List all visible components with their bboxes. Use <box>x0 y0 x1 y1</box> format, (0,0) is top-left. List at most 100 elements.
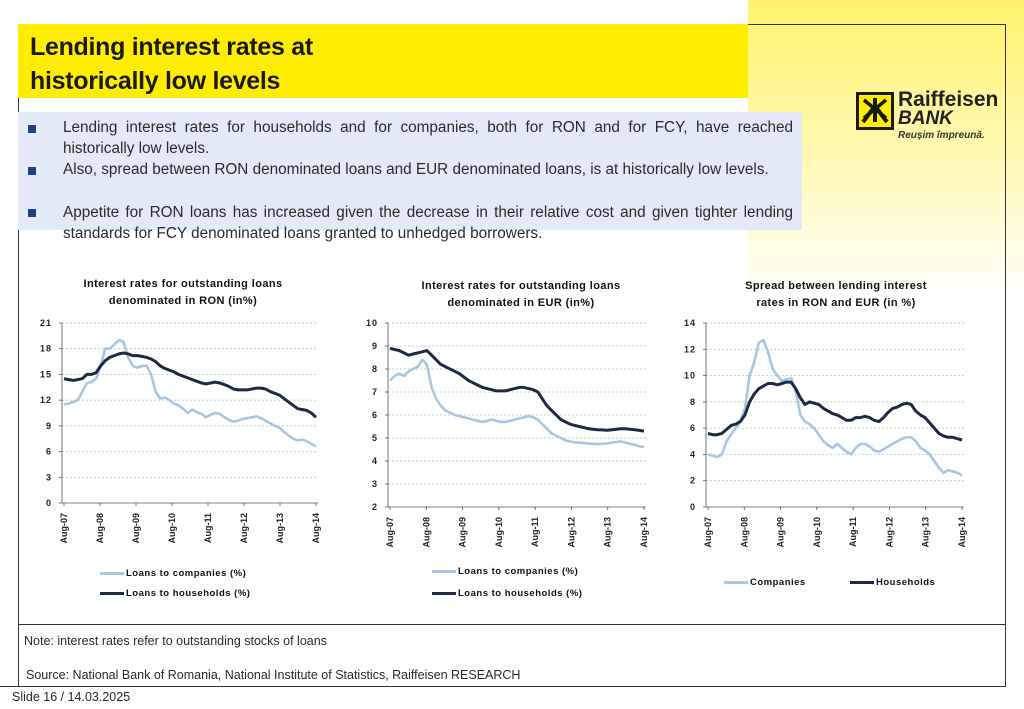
chart1-ytick-label: 6 <box>46 447 52 457</box>
title-line-2: historically low levels <box>30 67 281 95</box>
chart2-xtick-label: Aug-08 <box>421 517 431 548</box>
chart2-ytick-label: 7 <box>372 387 378 397</box>
chart3-ytick-label: 14 <box>684 318 696 328</box>
chart2-xtick-label: Aug-10 <box>494 517 504 548</box>
chart3-ytick-label: 2 <box>690 476 696 486</box>
chart3-legend-companies-label: Companies <box>750 577 806 588</box>
chart2-series-households <box>389 346 645 433</box>
chart2-legend-companies-swatch <box>432 569 456 573</box>
chart1-legend-households-label: Loans to households (%) <box>126 588 251 599</box>
page-title: Lending interest rates at historically l… <box>30 30 313 98</box>
note-text: Note: interest rates refer to outstandin… <box>24 634 327 648</box>
chart3-legend-companies-swatch <box>724 580 748 584</box>
chart1-ytick-label: 3 <box>46 472 52 482</box>
chart3-xtick-label: Aug-11 <box>848 517 858 547</box>
chart2-legend-companies: Loans to companies (%) <box>432 566 578 577</box>
logo-slogan: Reușim împreună. <box>898 130 985 141</box>
chart3-legend-companies: Companies <box>724 577 806 588</box>
chart3-xtick-label: Aug-14 <box>957 517 967 548</box>
bullet-marker-3 <box>28 209 36 217</box>
chart2-legend-households-swatch <box>432 591 456 595</box>
chart1-legend-companies: Loans to companies (%) <box>100 568 246 579</box>
chart1-title-line1: Interest rates for outstanding loans <box>83 278 283 290</box>
bullets-box <box>18 112 802 230</box>
chart2-xtick-label: Aug-14 <box>639 517 649 548</box>
frame-left <box>18 98 19 686</box>
frame-right <box>1005 24 1006 686</box>
chart2-ytick-label: 9 <box>372 341 378 351</box>
chart3-series-companies <box>707 338 963 477</box>
title-line-1: Lending interest rates at <box>30 33 313 61</box>
chart2-ytick-label: 3 <box>372 479 378 489</box>
chart1-xtick-label: Aug-13 <box>275 513 285 544</box>
chart1-xtick-label: Aug-09 <box>131 513 141 544</box>
chart1-ytick-label: 9 <box>46 421 52 431</box>
chart3-xtick-label: Aug-13 <box>921 517 931 548</box>
chart2-ytick-label: 2 <box>372 502 378 512</box>
chart2-xtick-label: Aug-12 <box>566 517 576 548</box>
chart1-xtick-label: Aug-11 <box>203 513 213 543</box>
frame-bottom <box>0 686 1006 687</box>
chart3-ytick-label: 8 <box>690 397 696 407</box>
chart2-legend-households: Loans to households (%) <box>432 588 582 599</box>
chart2-title: Interest rates for outstanding loans den… <box>388 278 654 312</box>
chart1-title: Interest rates for outstanding loans den… <box>50 276 316 310</box>
logo-name-line1: Raiffeisen <box>898 88 999 111</box>
chart1-ytick-label: 18 <box>40 344 52 354</box>
chart2-ytick-label: 6 <box>372 410 378 420</box>
chart1-ytick-label: 15 <box>40 369 52 379</box>
chart2-ytick-label: 5 <box>372 433 378 443</box>
chart1-ytick-label: 0 <box>46 498 52 508</box>
chart2-legend-companies-label: Loans to companies (%) <box>458 566 579 577</box>
slide-number: Slide 16 / 14.03.2025 <box>12 690 131 704</box>
bullet-text-3: Appetite for RON loans has increased giv… <box>63 204 793 242</box>
bullet-text-1: Lending interest rates for households an… <box>63 119 793 157</box>
chart1-legend-households: Loans to households (%) <box>100 588 250 599</box>
chart2-xtick-label: Aug-13 <box>603 517 613 548</box>
chart1-series-households <box>63 351 318 419</box>
chart3-ytick-label: 4 <box>690 449 696 459</box>
chart1-ytick-label: 12 <box>40 395 52 405</box>
chart3-xtick-label: Aug-10 <box>812 517 822 548</box>
chart2-ytick-label: 4 <box>372 456 378 466</box>
logo-name-line2: BANK <box>898 108 953 129</box>
chart3-legend-households: Households <box>850 577 935 588</box>
chart3-ytick-label: 10 <box>684 371 696 381</box>
chart1-xtick-label: Aug-10 <box>167 513 177 544</box>
chart1-title-line2: denominated in RON (in%) <box>108 295 258 307</box>
chart3-series-households <box>707 380 963 442</box>
frame-top <box>748 24 1006 25</box>
chart2-xtick-label: Aug-09 <box>458 517 468 548</box>
chart1-legend-companies-swatch <box>100 571 124 575</box>
chart2-xtick-label: Aug-11 <box>530 517 540 547</box>
chart3-title: Spread between lending interest rates in… <box>704 278 968 312</box>
chart2-title-line2: denominated in EUR (in%) <box>447 297 595 309</box>
bullet-text-2: Also, spread between RON denominated loa… <box>63 161 769 178</box>
chart3-ytick-label: 12 <box>684 344 696 354</box>
gable-cross-icon <box>856 92 894 130</box>
title-box <box>18 24 748 98</box>
chart1-legend-households-swatch <box>100 591 124 595</box>
chart3-legend-households-swatch <box>850 580 874 584</box>
frame-note-divider <box>18 624 1006 625</box>
chart3-title-line2: rates in RON and EUR (in %) <box>756 297 916 309</box>
chart1-ytick-label: 21 <box>40 318 52 328</box>
chart2-ytick-label: 10 <box>366 318 378 328</box>
chart3-ytick-label: 0 <box>690 502 696 512</box>
chart3-title-line1: Spread between lending interest <box>745 280 927 292</box>
chart3-xtick-label: Aug-08 <box>739 517 749 548</box>
chart1-xtick-label: Aug-14 <box>311 513 321 544</box>
raiffeisen-logo: Raiffeisen BANK Reușim împreună. <box>856 88 1006 146</box>
chart3-xtick-label: Aug-12 <box>884 517 894 548</box>
chart1-xtick-label: Aug-07 <box>59 513 69 544</box>
chart2-legend-households-label: Loans to households (%) <box>458 588 583 599</box>
chart3-xtick-label: Aug-07 <box>703 517 713 548</box>
chart2-ytick-label: 8 <box>372 364 378 374</box>
chart2-series-companies <box>389 358 645 449</box>
bullet-marker-1 <box>28 125 36 133</box>
chart3-xtick-label: Aug-09 <box>776 517 786 548</box>
chart1-xtick-label: Aug-12 <box>239 513 249 544</box>
